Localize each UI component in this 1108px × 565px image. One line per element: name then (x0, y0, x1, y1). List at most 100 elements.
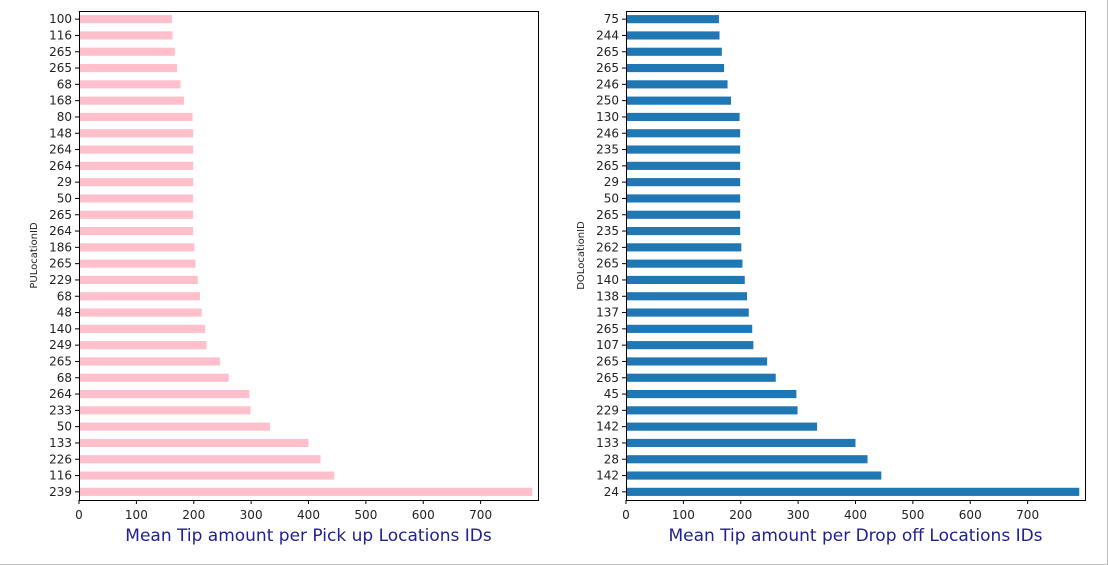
bar (79, 308, 202, 317)
bar (79, 243, 195, 252)
y-tick-label: 265 (49, 257, 72, 271)
y-tick-label: 229 (49, 273, 72, 287)
y-tick-label: 249 (49, 338, 72, 352)
y-tick-label: 50 (604, 191, 619, 205)
bar (79, 31, 173, 40)
y-tick-label: 48 (57, 306, 72, 320)
x-tick-label: 100 (125, 508, 148, 522)
y-tick-label: 168 (49, 94, 72, 108)
x-tick-label: 400 (844, 508, 867, 522)
y-tick-label: 68 (57, 77, 72, 91)
x-tick-label: 100 (672, 508, 695, 522)
bar (626, 194, 741, 203)
bar (626, 145, 741, 154)
y-tick-label: 239 (49, 485, 72, 499)
x-tick-label: 600 (412, 508, 435, 522)
bar (626, 15, 719, 24)
bar (626, 63, 725, 73)
bar (626, 226, 741, 236)
bar (79, 275, 198, 285)
plot-frame (79, 11, 539, 501)
bar (626, 324, 753, 333)
y-tick-label: 235 (596, 224, 619, 238)
y-tick-label: 107 (596, 338, 619, 352)
y-tick-label: 142 (596, 420, 619, 434)
bar (79, 47, 175, 56)
bar (79, 161, 194, 170)
y-tick-label: 75 (604, 12, 619, 26)
bar (626, 210, 741, 219)
bar (79, 259, 196, 268)
left-chart: 100 116 265 265 68 168 80 148 264 264 29 50 265 264 18… (29, 11, 539, 546)
y-tick-label: 116 (49, 28, 72, 42)
bar (79, 341, 207, 350)
y-tick-label: 140 (49, 322, 72, 336)
bar (626, 455, 868, 464)
y-tick-label: 265 (596, 354, 619, 368)
bar (79, 438, 309, 448)
y-tick-label: 265 (596, 45, 619, 59)
x-axis-label: Mean Tip amount per Pick up Locations ID… (125, 526, 492, 546)
y-tick-label: 100 (49, 12, 72, 26)
y-tick-label: 265 (596, 208, 619, 222)
plot-frame (626, 11, 1086, 501)
bar (626, 31, 720, 40)
bar (626, 112, 740, 122)
y-tick-label: 133 (596, 436, 619, 450)
bar (626, 422, 818, 431)
bar (79, 422, 271, 431)
y-tick-label: 265 (596, 257, 619, 271)
bar (79, 96, 184, 105)
y-tick-label: 246 (596, 77, 619, 91)
bar (626, 471, 882, 480)
bar (79, 292, 201, 301)
y-tick-label: 24 (604, 485, 619, 499)
y-tick-label: 29 (57, 175, 72, 189)
bar (79, 80, 181, 89)
bar (79, 406, 251, 415)
x-tick-label: 400 (297, 508, 320, 522)
y-tick-label: 264 (49, 387, 72, 401)
x-tick-label: 200 (182, 508, 205, 522)
bar (626, 389, 797, 399)
bar (626, 80, 728, 89)
bar (79, 373, 229, 382)
bar (626, 259, 743, 268)
y-tick-label: 265 (596, 61, 619, 75)
y-tick-label: 246 (596, 126, 619, 140)
bar (79, 129, 194, 138)
bar (79, 226, 194, 236)
bar (79, 471, 335, 480)
bar (79, 357, 221, 366)
y-tick-label: 235 (596, 143, 619, 157)
bar (79, 389, 250, 399)
x-tick-label: 0 (622, 508, 630, 522)
bar (626, 373, 776, 382)
x-tick-label: 700 (1016, 508, 1039, 522)
bar (626, 161, 741, 170)
y-tick-label: 265 (596, 371, 619, 385)
y-tick-label: 250 (596, 94, 619, 108)
y-tick-label: 28 (604, 452, 619, 466)
x-tick-label: 300 (240, 508, 263, 522)
bar (626, 487, 1080, 496)
y-tick-label: 45 (604, 387, 619, 401)
y-tick-label: 68 (57, 289, 72, 303)
y-tick-label: 264 (49, 224, 72, 238)
y-tick-label: 29 (604, 175, 619, 189)
y-tick-label: 138 (596, 289, 619, 303)
bar (79, 63, 178, 73)
bar (626, 96, 731, 105)
y-tick-label: 229 (596, 403, 619, 417)
y-tick-label: 148 (49, 126, 72, 140)
bar (79, 194, 194, 203)
y-tick-label: 140 (596, 273, 619, 287)
bar (626, 292, 748, 301)
y-tick-label: 262 (596, 240, 619, 254)
bar (626, 275, 745, 285)
y-tick-label: 116 (49, 469, 72, 483)
y-tick-label: 142 (596, 469, 619, 483)
x-tick-label: 500 (901, 508, 924, 522)
bar (79, 487, 533, 496)
